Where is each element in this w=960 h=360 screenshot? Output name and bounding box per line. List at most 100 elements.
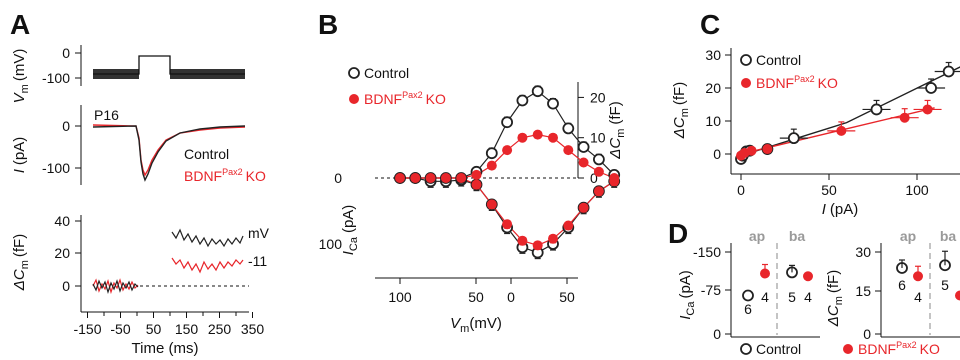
- d-legend-marker-ko: [843, 344, 853, 354]
- b-right-tick-1: 10: [590, 130, 606, 146]
- b-ica-ko-point-12: [578, 202, 589, 213]
- d-legend-ko: BDNFPax2 KO: [858, 340, 940, 357]
- b-legend-ko-suffix: KO: [426, 91, 446, 107]
- b-dcm-ko-point-10: [548, 132, 558, 143]
- d-ica-sub: Ca: [685, 301, 697, 316]
- d-left-tick-1: -75: [701, 282, 721, 298]
- c-y-unit: (fF): [671, 82, 688, 105]
- dcm-baseline-control: [92, 279, 139, 294]
- d-legend-ko-suffix: KO: [920, 341, 940, 357]
- dcm-tick-0: 0: [62, 278, 70, 294]
- b-legend-control: Control: [364, 65, 409, 81]
- b-left-axis-title: ICa (pA): [340, 205, 360, 256]
- c-ko-point-2: [746, 145, 757, 156]
- time-tick-0: -150: [73, 321, 101, 337]
- b-ica-ko-point-10: [548, 233, 558, 244]
- b-dcm-control-point-12: [577, 141, 590, 153]
- b-dcm-ko-point-0: [395, 173, 405, 183]
- panel-a: A 0 -100 Vm (mV) 0 -100 P16 I (pA): [10, 9, 270, 357]
- b-ica-i: I: [340, 251, 357, 255]
- b-dcm-ko-point-1: [410, 173, 421, 183]
- b-legend-marker-ko: [349, 94, 359, 104]
- b-x-axis-title: Vm(mV): [450, 315, 502, 335]
- b-ica-ko-point-9: [532, 240, 543, 251]
- dcm-axis-title-a: ΔCm (fF): [11, 234, 31, 291]
- panel-d: D ap ba ICa (pA) ap ba ΔCm (fF) -150 -75 0 30…: [668, 218, 960, 357]
- c-legend-marker-ko: [741, 78, 751, 88]
- c-legend-ko-sup: Pax2: [794, 74, 815, 84]
- i-legend-ko-sup: Pax2: [222, 167, 243, 177]
- c-y-tick-3: 0: [713, 146, 721, 162]
- d-right-n-1: 4: [914, 289, 922, 305]
- svg-text:Vm(mV): Vm (mV): [11, 49, 31, 104]
- vm-command-trace: [93, 55, 245, 79]
- age-label: P16: [94, 107, 119, 123]
- panel-c-label: C: [700, 9, 720, 40]
- svg-text:ICa(pA): ICa (pA): [340, 205, 360, 256]
- b-dcm-unit: (fF): [607, 101, 624, 124]
- b-x-tick-3: 50: [559, 289, 575, 305]
- time-axis-title: Time (ms): [132, 340, 199, 357]
- b-dcm-control-point-10: [547, 97, 559, 110]
- dcm-trace-ko: [171, 257, 244, 274]
- b-x-tick-2: 0: [507, 289, 515, 305]
- b-dcm-ko-point-4: [456, 173, 467, 183]
- c-y-prefix: ΔC: [671, 117, 688, 139]
- d-ica-i: I: [677, 316, 694, 320]
- b-dcm-ko-point-5: [471, 169, 482, 180]
- b-right-axis-title: ΔCm (fF): [607, 101, 627, 159]
- c-control-point-6: [870, 103, 883, 116]
- b-dcm-ko-point-13: [593, 166, 604, 177]
- c-control-point-8: [942, 65, 955, 78]
- trace-label-mv: mV: [248, 225, 270, 241]
- d-left-n-3: 4: [804, 289, 812, 305]
- b-legend-ko: BDNFPax2 KO: [364, 90, 446, 107]
- d-right-group-ba: ba: [940, 228, 957, 244]
- i-legend-ko: BDNFPax2 KO: [184, 167, 266, 184]
- c-y-tick-0: 30: [705, 47, 721, 63]
- dcm-a-sub: m: [19, 260, 31, 269]
- c-legend-control: Control: [756, 52, 801, 68]
- c-y-axis-title: ΔCm (fF): [671, 82, 691, 139]
- d-left-group-ba: ba: [789, 228, 806, 244]
- b-x-tick-1: 50: [468, 289, 484, 305]
- b-right-tick-2: 0: [590, 170, 598, 186]
- b-legend-ko-sup: Pax2: [402, 90, 423, 100]
- d-left-n-2: 5: [788, 289, 796, 305]
- c-control-point-7: [925, 82, 937, 94]
- dcm-tick-20: 20: [54, 245, 70, 261]
- time-tick-2: -50: [110, 321, 130, 337]
- trace-label-val: -11: [248, 253, 267, 269]
- dcm-tick-40: 40: [54, 213, 70, 229]
- c-x-tick-0: 0: [737, 182, 745, 198]
- b-ica-ko-point-13: [593, 186, 604, 197]
- b-ica-ko-point-6: [486, 199, 497, 210]
- b-dcm-ko-point-3: [440, 173, 451, 183]
- d-legend-ko-prefix: BDNF: [858, 341, 896, 357]
- time-tick-labels: -150 -50 50 150 250 350: [73, 312, 264, 337]
- c-y-tick-1: 20: [705, 80, 721, 96]
- c-legend-ko-prefix: BDNF: [756, 75, 794, 91]
- d-left-control-ap: [742, 289, 754, 302]
- d-left-y-title: ICa (pA): [677, 270, 697, 320]
- c-x-tick-2: 100: [905, 182, 929, 198]
- b-left-tick-0: 0: [334, 170, 342, 186]
- d-right-tick-0: 30: [855, 244, 871, 260]
- c-ko-point-6: [922, 104, 933, 115]
- i-legend-ko-prefix: BDNF: [184, 168, 222, 184]
- i-legend-ko-suffix: KO: [246, 168, 266, 184]
- b-ica-control-line: [400, 177, 615, 254]
- c-ko-point-3: [762, 144, 773, 155]
- time-tick-10: 350: [241, 321, 265, 337]
- d-left-n-0: 6: [744, 301, 752, 317]
- c-markers: [735, 61, 960, 165]
- b-dcm-control-point-9: [531, 85, 544, 98]
- b-dcm-control-point-11: [562, 122, 575, 135]
- c-legend-marker-control: [740, 54, 752, 66]
- d-left-tick-2: 0: [713, 326, 721, 342]
- panel-a-label: A: [10, 9, 30, 40]
